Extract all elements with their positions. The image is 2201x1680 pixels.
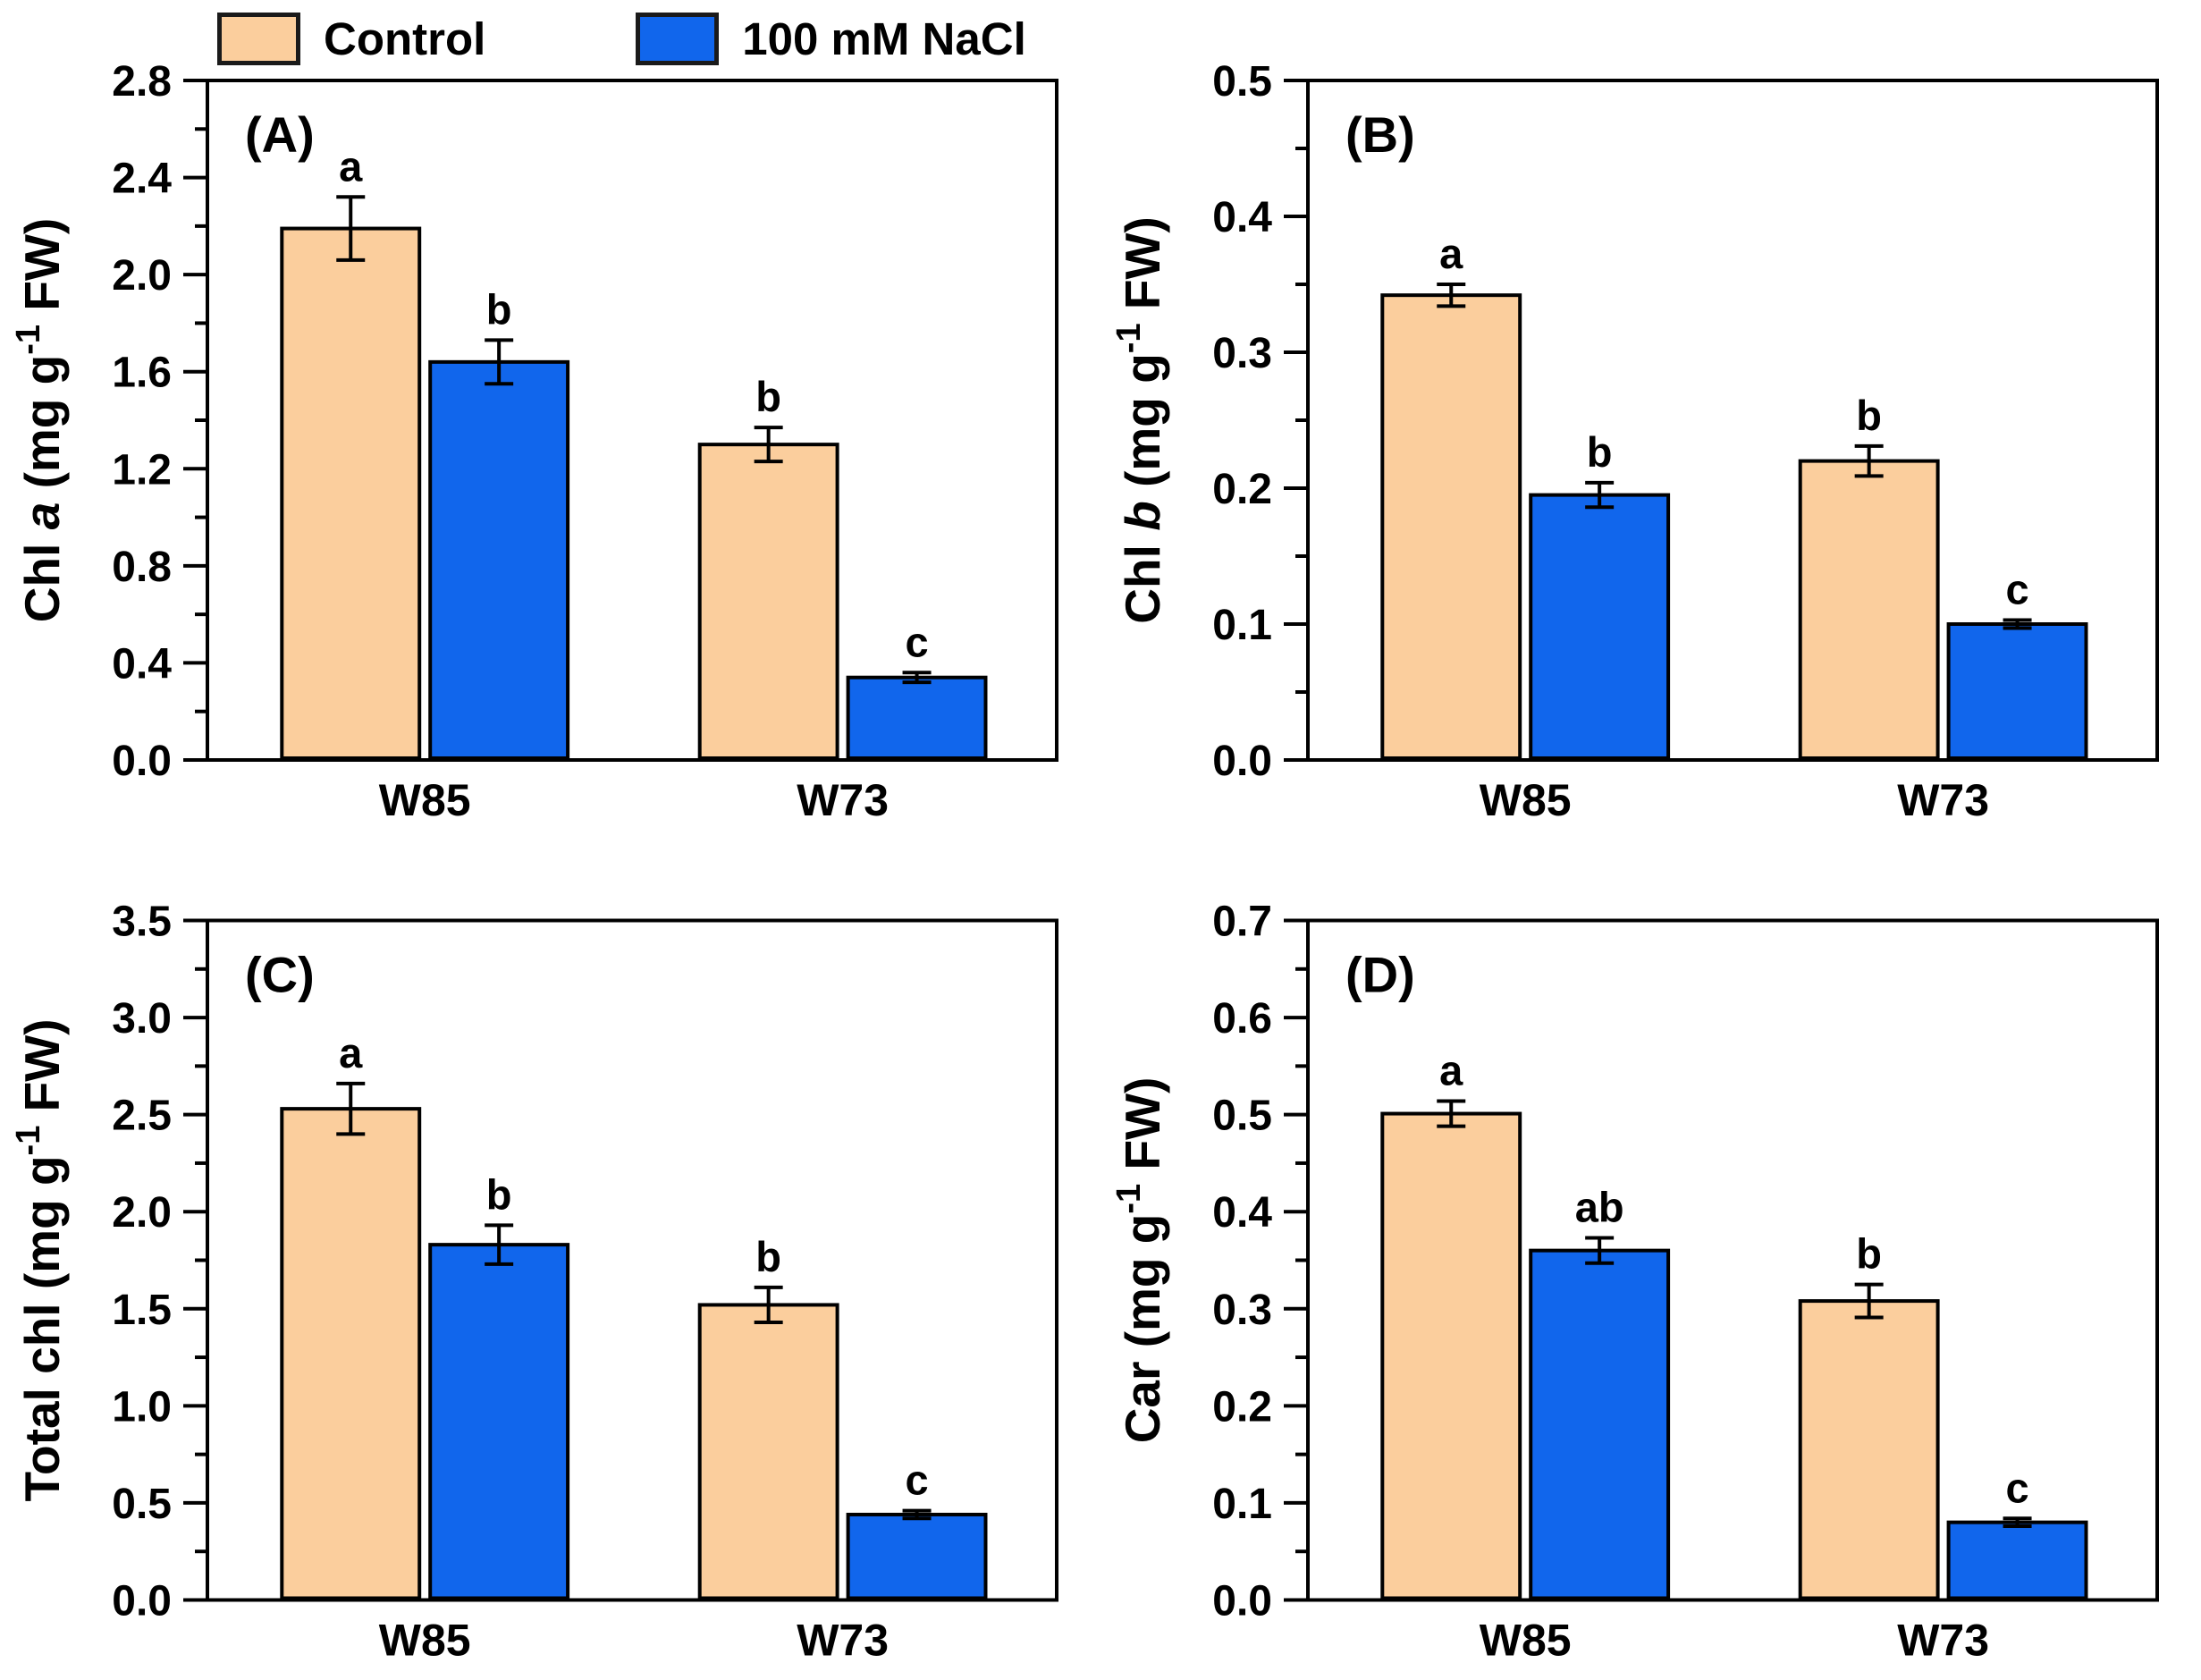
y-tick-label: 0.2 [1212,1383,1272,1431]
y-tick-label: 1.0 [112,1383,172,1431]
y-tick-label: 0.5 [112,1481,172,1528]
bar-w85-control [280,1107,422,1600]
y-tick-label: 0.0 [112,738,172,785]
bar-w73-nacl [846,1512,988,1600]
legend-label-control: Control [324,13,486,64]
significance-letter: b [1856,1230,1882,1278]
significance-letter: a [339,142,363,190]
legend-label-nacl: 100 mM NaCl [742,13,1026,64]
y-tick-label: 0.7 [1212,899,1272,946]
panel-label: (C) [245,947,315,1003]
x-category-label: W85 [1480,775,1572,825]
bar-w73-control [1798,1299,1940,1600]
legend-item-control: Control [217,13,485,65]
significance-letter: b [755,373,781,420]
x-category-label: W73 [1897,775,1989,825]
y-tick-label: 0.6 [1212,995,1272,1043]
panel-chl-b: 0.0 0.1 0.2 0.3 0.4 0.5 Chl b (mg g-1 FW) (B) a b… [1100,0,2201,840]
y-tick-label: 0.2 [1212,466,1272,513]
y-axis-title: Total chl (mg g-1 FW) [10,1019,70,1502]
y-tick-label: 0.4 [1212,1189,1272,1237]
y-tick-label: 1.6 [112,350,172,397]
y-tick-label: 0.5 [1212,58,1272,106]
significance-letter: a [1439,230,1463,277]
bar-w85-control [1380,293,1522,761]
x-category-label: W73 [797,775,889,825]
bar-w73-control [697,1303,839,1600]
significance-letter: b [1587,428,1613,476]
x-category-label: W85 [379,1616,471,1666]
y-tick-label: 0.4 [112,640,172,688]
bar-w85-nacl [1529,493,1671,760]
y-tick-label: 0.8 [112,544,172,591]
panel-label: (D) [1345,947,1415,1003]
y-tick-label: 0.3 [1212,330,1272,377]
x-category-label: W85 [1480,1616,1572,1666]
significance-letter: a [1439,1046,1463,1093]
bar-w73-nacl [1946,1520,2088,1600]
significance-letter: c [905,1456,928,1504]
y-tick-label: 2.5 [112,1093,172,1140]
significance-letter: a [339,1029,363,1076]
panel-label: (A) [245,106,315,163]
significance-letter: c [2005,1464,2028,1511]
y-axis-title: Chl b (mg g-1 FW) [1110,216,1170,623]
significance-letter: b [1856,392,1882,439]
chart-d: 0.0 0.1 0.2 0.3 0.4 0.5 0.6 0.7 Car (mg g-1 FW) (… [1110,899,2159,1666]
panel-car: 0.0 0.1 0.2 0.3 0.4 0.5 0.6 0.7 Car (mg g-1 FW) (… [1100,840,2201,1680]
y-tick-label: 1.2 [112,446,172,494]
y-tick-label: 2.4 [112,156,172,203]
x-category-label: W73 [797,1616,889,1666]
bar-w73-nacl [846,675,988,761]
significance-letter: b [755,1233,781,1280]
bar-w85-nacl [428,359,570,760]
y-tick-label: 0.0 [1212,738,1272,785]
significance-letter: b [486,1170,512,1218]
y-tick-label: 3.5 [112,899,172,946]
y-tick-label: 0.5 [1212,1093,1272,1140]
y-tick-label: 2.0 [112,1189,172,1237]
bar-w73-control [697,443,839,760]
panel-total-chl: 0.0 0.5 1.0 1.5 2.0 2.5 3.0 3.5 Total chl (mg g-… [0,840,1100,1680]
bar-w85-control [1380,1111,1522,1600]
bar-w85-nacl [1529,1248,1671,1600]
x-category-label: W73 [1897,1616,1989,1666]
legend-swatch-nacl [636,13,720,65]
y-tick-label: 2.0 [112,252,172,300]
y-tick-label: 3.0 [112,995,172,1043]
y-tick-label: 0.4 [1212,194,1272,241]
chart-b: 0.0 0.1 0.2 0.3 0.4 0.5 Chl b (mg g-1 FW) (B) a b… [1110,58,2159,825]
y-tick-label: 2.8 [112,58,172,106]
bar-w73-control [1798,459,1940,760]
legend-swatch-control [217,13,300,65]
legend: Control 100 mM NaCl [217,13,1026,65]
significance-letter: c [905,618,928,665]
significance-letter: c [2005,565,2028,612]
chart-a: 0.0 0.4 0.8 1.2 1.6 2.0 2.4 2.8 Chl a (mg g-1 FW… [10,58,1058,825]
bar-w85-control [280,226,422,761]
chart-c: 0.0 0.5 1.0 1.5 2.0 2.5 3.0 3.5 Total chl (mg g-… [10,899,1058,1666]
y-axis-title: Chl a (mg g-1 FW) [10,218,70,622]
significance-letter: ab [1575,1184,1624,1231]
y-tick-label: 0.1 [1212,602,1272,649]
panel-label: (B) [1345,106,1415,163]
y-tick-label: 0.0 [112,1578,172,1625]
y-tick-label: 0.0 [1212,1578,1272,1625]
bar-w73-nacl [1946,622,2088,760]
legend-item-nacl: 100 mM NaCl [636,13,1026,65]
panel-chl-a: 0.0 0.4 0.8 1.2 1.6 2.0 2.4 2.8 Chl a (mg g-1 FW… [0,0,1100,840]
y-tick-label: 1.5 [112,1287,172,1334]
x-category-label: W85 [379,775,471,825]
y-tick-label: 0.3 [1212,1287,1272,1334]
y-axis-title: Car (mg g-1 FW) [1110,1077,1170,1444]
y-tick-label: 0.1 [1212,1481,1272,1528]
bar-w85-nacl [428,1243,570,1600]
significance-letter: b [486,285,512,333]
